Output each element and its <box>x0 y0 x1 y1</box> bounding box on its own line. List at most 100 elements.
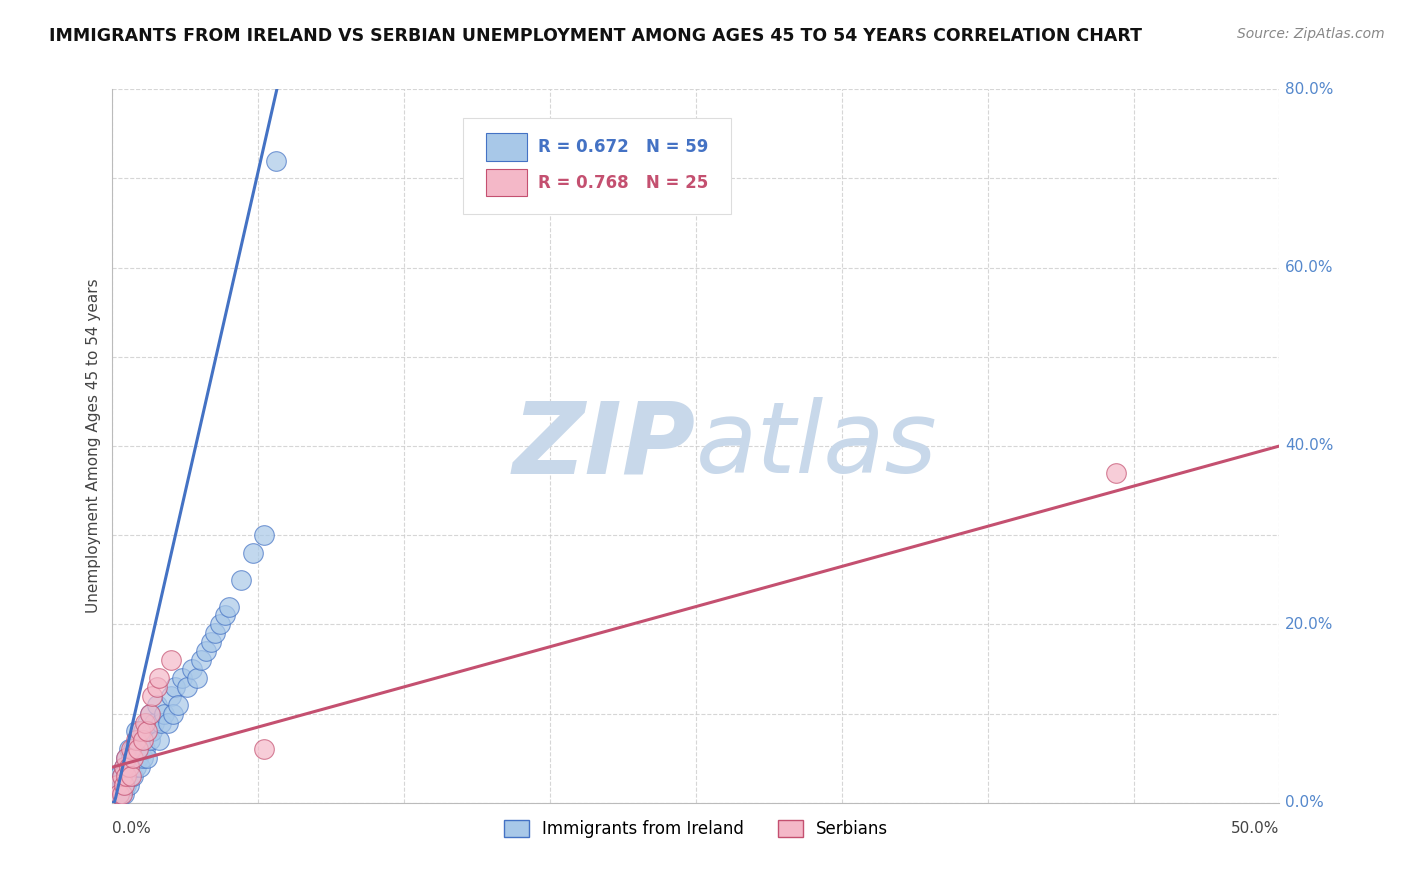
Text: ZIP: ZIP <box>513 398 696 494</box>
Point <box>108 787 131 801</box>
Point <box>148 671 170 685</box>
Point <box>253 742 276 756</box>
Point <box>132 733 155 747</box>
Point <box>112 760 135 774</box>
Text: atlas: atlas <box>696 398 938 494</box>
Point <box>134 715 156 730</box>
Point <box>127 751 149 765</box>
Text: 50.0%: 50.0% <box>1232 821 1279 836</box>
Point <box>122 751 145 765</box>
Point <box>139 733 162 747</box>
Point <box>112 787 135 801</box>
Text: 80.0%: 80.0% <box>1285 82 1334 96</box>
Point <box>139 706 162 721</box>
Point <box>112 760 135 774</box>
Point <box>112 778 135 792</box>
Legend: Immigrants from Ireland, Serbians: Immigrants from Ireland, Serbians <box>498 813 894 845</box>
Point <box>165 680 187 694</box>
Point <box>218 599 240 614</box>
Point <box>141 689 163 703</box>
Point <box>127 742 149 756</box>
Point <box>111 787 134 801</box>
Point <box>150 715 173 730</box>
Point <box>125 760 148 774</box>
Point <box>134 742 156 756</box>
Point <box>229 573 252 587</box>
Point <box>115 778 138 792</box>
Point <box>127 733 149 747</box>
Point <box>180 662 202 676</box>
Point <box>120 751 142 765</box>
Point <box>115 769 138 783</box>
Point <box>125 724 148 739</box>
Point <box>146 680 169 694</box>
Point <box>162 706 184 721</box>
Point <box>111 769 134 783</box>
Point <box>253 528 276 542</box>
Point <box>129 760 152 774</box>
Point <box>120 769 142 783</box>
Point <box>1105 466 1128 480</box>
Point <box>214 608 236 623</box>
Point <box>160 689 183 703</box>
Point <box>115 751 138 765</box>
FancyBboxPatch shape <box>463 118 731 214</box>
Text: 0.0%: 0.0% <box>1285 796 1324 810</box>
Point <box>153 706 176 721</box>
Point <box>172 671 194 685</box>
Bar <box>486 169 527 196</box>
Text: IMMIGRANTS FROM IRELAND VS SERBIAN UNEMPLOYMENT AMONG AGES 45 TO 54 YEARS CORREL: IMMIGRANTS FROM IRELAND VS SERBIAN UNEMP… <box>49 27 1142 45</box>
Point <box>118 778 141 792</box>
Point <box>208 617 231 632</box>
Text: R = 0.768   N = 25: R = 0.768 N = 25 <box>538 174 709 192</box>
Point <box>132 724 155 739</box>
Point <box>146 698 169 712</box>
Point <box>190 653 212 667</box>
Point <box>176 680 198 694</box>
Point <box>118 760 141 774</box>
Y-axis label: Unemployment Among Ages 45 to 54 years: Unemployment Among Ages 45 to 54 years <box>86 278 101 614</box>
Point <box>157 715 180 730</box>
Point <box>122 742 145 756</box>
Point <box>129 724 152 739</box>
Point <box>166 698 188 712</box>
Bar <box>486 134 527 161</box>
Point <box>118 760 141 774</box>
Point <box>111 769 134 783</box>
Point <box>194 644 217 658</box>
Point <box>108 787 131 801</box>
Point <box>112 778 135 792</box>
Point <box>105 778 128 792</box>
Point <box>136 724 159 739</box>
Point <box>108 769 131 783</box>
Point <box>141 724 163 739</box>
Point <box>115 751 138 765</box>
Point <box>143 715 166 730</box>
Point <box>136 715 159 730</box>
Point <box>120 742 142 756</box>
Point <box>122 769 145 783</box>
Text: 0.0%: 0.0% <box>112 821 152 836</box>
Point <box>111 787 134 801</box>
Text: 40.0%: 40.0% <box>1285 439 1334 453</box>
Point <box>204 626 226 640</box>
Text: Source: ZipAtlas.com: Source: ZipAtlas.com <box>1237 27 1385 41</box>
Point <box>148 733 170 747</box>
Text: 60.0%: 60.0% <box>1285 260 1334 275</box>
Point <box>200 635 222 649</box>
Text: 20.0%: 20.0% <box>1285 617 1334 632</box>
Point <box>186 671 208 685</box>
Point <box>118 742 141 756</box>
Point <box>264 153 287 168</box>
Point <box>160 653 183 667</box>
Point <box>120 769 142 783</box>
Point <box>136 751 159 765</box>
Point <box>242 546 264 560</box>
Point <box>125 742 148 756</box>
Point <box>105 778 128 792</box>
Point <box>132 751 155 765</box>
Point <box>125 733 148 747</box>
Point <box>111 778 134 792</box>
Point <box>129 733 152 747</box>
Point <box>139 706 162 721</box>
